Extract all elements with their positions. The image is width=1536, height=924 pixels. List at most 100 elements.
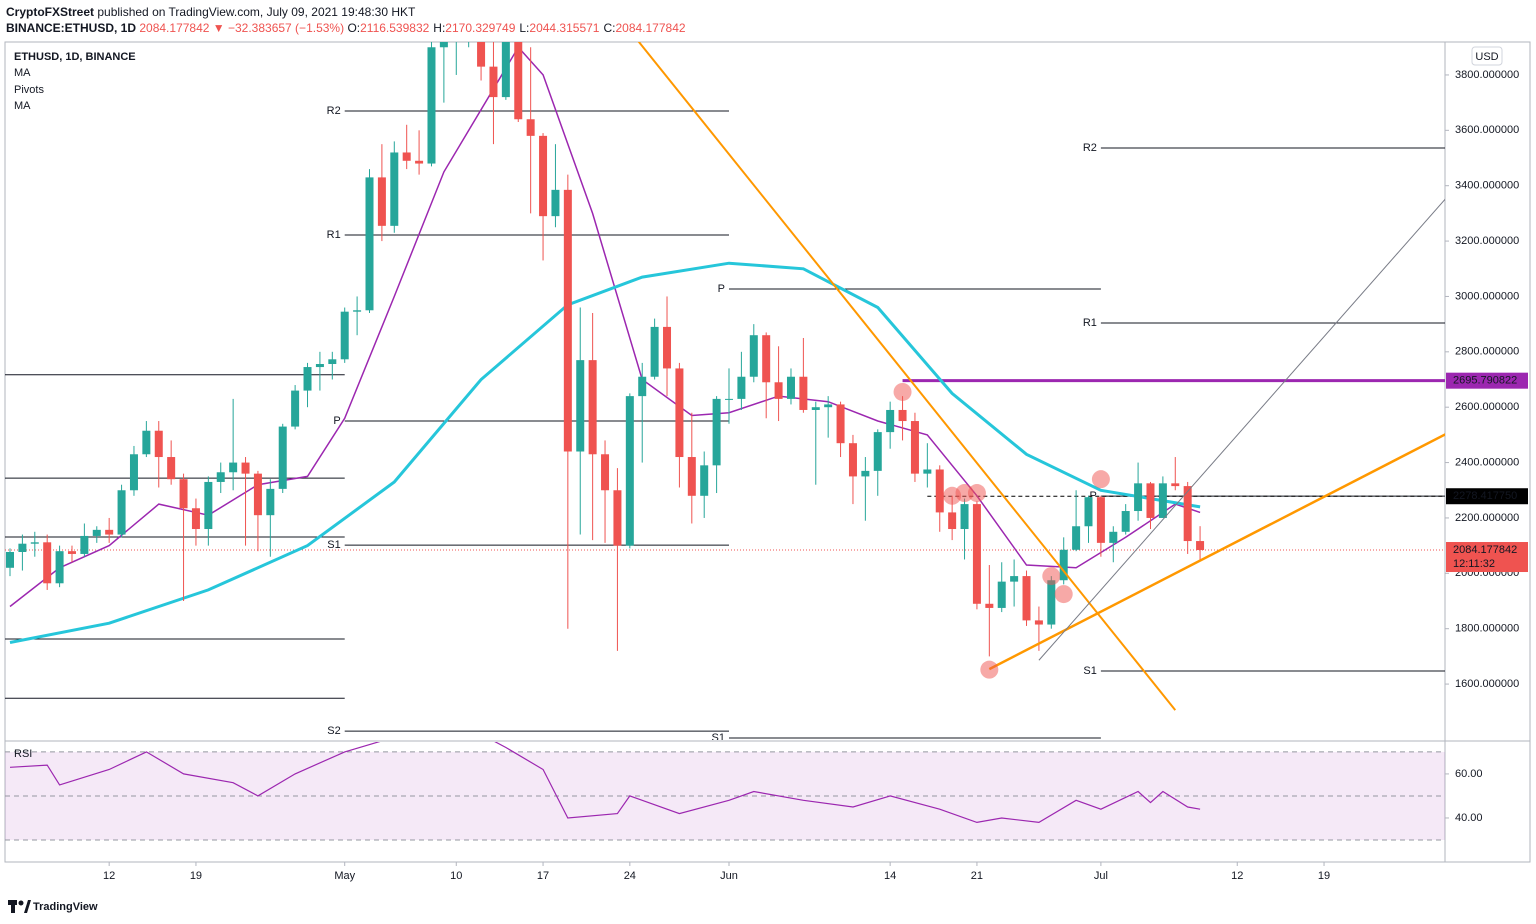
legend-item: MA xyxy=(14,67,31,79)
author: CryptoFXStreet xyxy=(6,5,95,19)
price-label: 2695.790822 xyxy=(1453,375,1517,387)
frame xyxy=(4,41,1531,863)
candle-body xyxy=(799,376,808,410)
pivot-label: R1 xyxy=(327,229,341,241)
candle-body xyxy=(1134,483,1143,512)
x-tick-label: 12 xyxy=(103,870,115,882)
candle-body xyxy=(650,326,659,377)
candle-body xyxy=(675,368,684,458)
candle-body xyxy=(452,33,460,40)
candle-body xyxy=(55,551,64,584)
x-tick-label: 19 xyxy=(190,870,202,882)
pivot-label: P xyxy=(333,415,340,427)
candle-body xyxy=(328,359,337,365)
currency-box xyxy=(1471,46,1503,66)
candle-body xyxy=(67,551,76,554)
candle-body xyxy=(427,47,436,164)
last-price-label: 2084.177842 xyxy=(1453,544,1517,556)
candle-body xyxy=(576,360,585,452)
candle-body xyxy=(415,160,424,164)
candle-body xyxy=(6,552,14,568)
countdown: 12:11:32 xyxy=(1453,558,1495,570)
brand-logo xyxy=(8,900,31,913)
candle-body xyxy=(960,504,969,530)
candle-body xyxy=(824,404,833,408)
header-line: BINANCE:ETHUSD, 1D 2084.177842 ▼ −32.383… xyxy=(6,20,690,36)
candle-body xyxy=(514,42,523,120)
candle-body xyxy=(216,472,225,482)
x-tick-label: 12 xyxy=(1231,870,1243,882)
candle-body xyxy=(291,390,300,427)
candle-body xyxy=(861,470,870,477)
candle-body xyxy=(315,364,324,368)
candle-body xyxy=(985,603,994,608)
candle-body xyxy=(129,454,138,491)
last: 2084.177842 xyxy=(139,21,210,35)
candle-body xyxy=(1121,511,1130,532)
y-tick-label: 2200.000000 xyxy=(1455,512,1519,524)
ohlc-value: 2084.177842 xyxy=(615,21,686,35)
candle-body xyxy=(303,367,312,391)
candle-body xyxy=(848,443,857,477)
ohlc-key: L: xyxy=(519,21,530,35)
candle-body xyxy=(402,152,411,161)
pivot-label: S1 xyxy=(1083,665,1096,677)
pivot-label: S1 xyxy=(327,539,340,551)
currency: USD xyxy=(1475,51,1498,63)
candle-body xyxy=(142,430,151,455)
y-tick-label: 2400.000000 xyxy=(1455,456,1519,468)
rsi-line xyxy=(9,742,1201,824)
candle-body xyxy=(253,473,262,516)
x-tick-label: 21 xyxy=(971,870,983,882)
candle-body xyxy=(687,457,696,496)
candle-body xyxy=(266,488,275,516)
candle-body xyxy=(340,311,349,360)
candle-body xyxy=(18,543,27,553)
candle-body xyxy=(1146,483,1155,518)
candle-body xyxy=(638,376,647,397)
candle-body xyxy=(43,542,52,584)
pivot-label: R2 xyxy=(1083,142,1097,154)
candle-body xyxy=(774,382,783,399)
candle-body xyxy=(278,426,287,489)
legend-item: Pivots xyxy=(14,84,44,96)
candle-body xyxy=(390,152,399,226)
candle-body xyxy=(30,542,39,544)
y-tick-label: 1800.000000 xyxy=(1455,623,1519,635)
candle-body xyxy=(477,42,486,67)
axes: 1600.0000001800.0000002000.0000002200.00… xyxy=(103,69,1528,882)
y-tick-label: 2600.000000 xyxy=(1455,401,1519,413)
trendline xyxy=(637,42,1177,711)
pivot-label: P xyxy=(718,283,725,295)
candle-body xyxy=(663,326,672,369)
candle-body xyxy=(997,581,1006,608)
x-tick-label: 19 xyxy=(1318,870,1330,882)
pivot-label: P xyxy=(1090,490,1097,502)
rsi-tick-label: 40.00 xyxy=(1455,812,1483,824)
x-tick-label: Jun xyxy=(720,870,738,882)
y-tick-label: 2800.000000 xyxy=(1455,346,1519,358)
pivot-label: S2 xyxy=(327,725,340,737)
x-tick-label: Jul xyxy=(1094,870,1108,882)
ohlc-value: 2044.315571 xyxy=(529,21,600,35)
candle-body xyxy=(786,376,795,399)
candle-body xyxy=(725,398,733,400)
candle-body xyxy=(836,404,845,444)
y-tick-label: 3000.000000 xyxy=(1455,290,1519,302)
legend-title: ETHUSD, 1D, BINANCE xyxy=(14,51,136,63)
candle-body xyxy=(501,42,510,98)
candle-body xyxy=(1171,483,1180,487)
candle-body xyxy=(948,512,957,530)
moving-average xyxy=(9,46,1201,608)
candle-body xyxy=(873,432,882,471)
candle-body xyxy=(1096,497,1105,543)
price-pane: R2 R1 P S1 S2 P S1 R2 R1 P S1 xyxy=(5,33,1445,740)
ohlc-value: 2170.329749 xyxy=(445,21,516,35)
y-tick-label: 3600.000000 xyxy=(1455,124,1519,136)
highlight-marker xyxy=(1091,470,1110,489)
x-tick-label: 17 xyxy=(537,870,549,882)
rsi-tick-label: 60.00 xyxy=(1455,768,1483,780)
candle-body xyxy=(1059,549,1068,581)
